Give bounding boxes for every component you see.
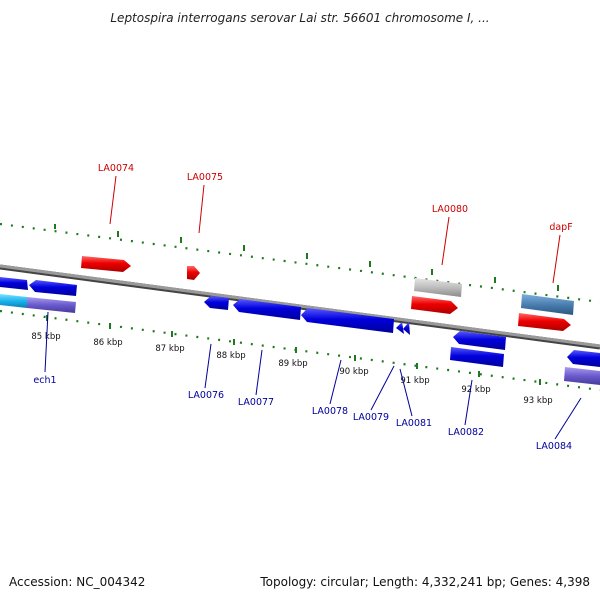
scale-label: 88 kbp [216, 351, 245, 361]
gene-label-la0081[interactable]: LA0081 [396, 418, 432, 429]
forward-ruler [0, 222, 600, 304]
scale-label: 87 kbp [155, 344, 184, 354]
chromosome-backbone [0, 264, 600, 350]
scale-label: 90 kbp [339, 367, 368, 377]
gene-label-la0082[interactable]: LA0082 [448, 427, 484, 438]
forward-genes [81, 256, 574, 331]
gene-arrow[interactable] [453, 331, 506, 350]
gene-label-la0074[interactable]: LA0074 [98, 163, 134, 174]
gene-label-la0084[interactable]: LA0084 [536, 441, 572, 452]
gene-arrow[interactable] [403, 322, 410, 335]
gene-arrow[interactable] [414, 278, 462, 297]
gene-label-ech1[interactable]: ech1 [33, 375, 56, 386]
gene-label-la0077[interactable]: LA0077 [238, 397, 274, 408]
gene-arrow[interactable] [29, 280, 77, 296]
gene-label-la0075[interactable]: LA0075 [187, 172, 223, 183]
reverse-leaders [44, 311, 582, 440]
gene-arrow[interactable] [411, 296, 458, 314]
gene-arrow[interactable] [187, 266, 200, 280]
scale-labels: 85 kbp 86 kbp 87 kbp 88 kbp 89 kbp 90 kb… [31, 332, 552, 406]
reverse-gene-labels: ech1 LA0076 LA0077 LA0078 LA0079 LA0081 … [33, 375, 572, 452]
gene-arrow[interactable] [564, 367, 600, 385]
scale-label: 91 kbp [400, 376, 429, 386]
gene-arrow[interactable] [0, 277, 28, 290]
reverse-genes [0, 277, 600, 385]
gene-arrow[interactable] [81, 256, 131, 272]
scale-label: 86 kbp [93, 338, 122, 348]
forward-leaders [109, 175, 561, 284]
gene-arrow[interactable] [518, 313, 571, 331]
gene-label-la0078[interactable]: LA0078 [312, 406, 348, 417]
gene-label-dapf[interactable]: dapF [549, 222, 572, 233]
gene-arrow[interactable] [396, 322, 404, 334]
scale-label: 93 kbp [523, 396, 552, 406]
reverse-ruler [0, 309, 600, 392]
forward-gene-labels: LA0074 LA0075 LA0080 dapF [98, 163, 573, 233]
gene-arrow[interactable] [27, 297, 76, 313]
scale-label: 85 kbp [31, 332, 60, 342]
scale-label: 89 kbp [278, 359, 307, 369]
gene-label-la0076[interactable]: LA0076 [188, 390, 224, 401]
gene-arrow[interactable] [301, 308, 394, 333]
topology-summary: Topology: circular; Length: 4,332,241 bp… [259, 575, 590, 589]
gene-label-la0079[interactable]: LA0079 [353, 412, 389, 423]
gene-arrow[interactable] [0, 294, 27, 308]
gene-label-la0080[interactable]: LA0080 [432, 204, 468, 215]
map-title: Leptospira interrogans serovar Lai str. … [110, 11, 489, 25]
gene-arrow[interactable] [204, 296, 229, 310]
gene-arrow[interactable] [521, 294, 574, 315]
scale-label: 92 kbp [461, 385, 490, 395]
accession-text: Accession: NC_004342 [9, 575, 145, 589]
gene-arrow[interactable] [450, 347, 504, 367]
gene-arrow[interactable] [233, 299, 301, 320]
gene-arrow[interactable] [567, 350, 600, 367]
